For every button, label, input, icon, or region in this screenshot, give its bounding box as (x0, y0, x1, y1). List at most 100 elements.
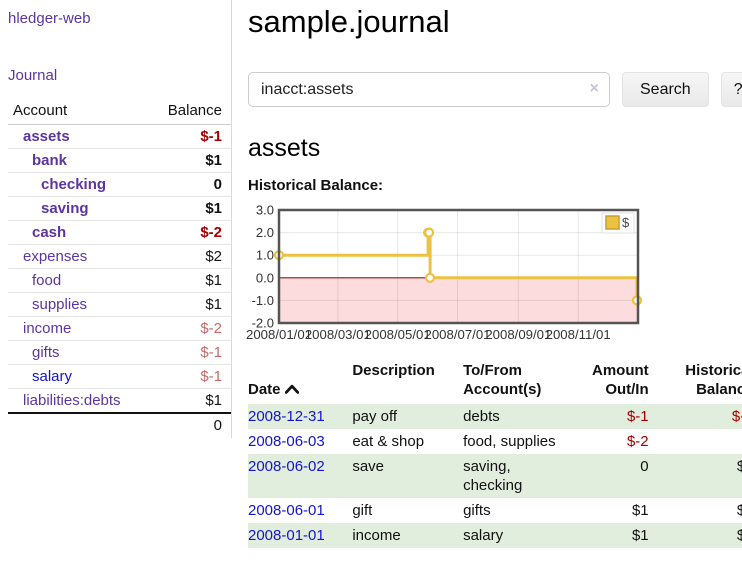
account-row: salary $-1 (8, 364, 231, 389)
y-tick-label: -1.0 (252, 293, 274, 308)
transactions-header-row: Date Description To/From Account(s) Amou… (248, 361, 742, 404)
transaction-amount: $-2 (626, 433, 649, 450)
column-header-date-label: Date (248, 381, 281, 398)
accounts-header-account: Account (8, 99, 147, 125)
account-balance: $1 (146, 196, 231, 221)
account-balance: $1 (146, 388, 231, 414)
account-name-cell: supplies (8, 292, 147, 317)
search-input-wrap: × (248, 72, 610, 107)
account-row: expenses $2 (8, 244, 231, 269)
column-header-date[interactable]: Date (248, 361, 352, 404)
account-row: cash $-2 (8, 220, 231, 245)
transaction-description: income (352, 523, 464, 548)
accounts-header-balance: Balance (146, 99, 231, 125)
account-row: liabilities:debts $1 (8, 388, 231, 414)
search-button[interactable]: Search (622, 72, 709, 107)
column-header-tofrom: To/From Account(s) (463, 362, 542, 398)
account-link[interactable]: checking (41, 176, 107, 193)
account-balance: 0 (146, 172, 231, 197)
search-input[interactable] (248, 72, 610, 107)
account-link[interactable]: assets (23, 128, 70, 145)
data-point (424, 272, 436, 283)
account-row: income $-2 (8, 316, 231, 341)
account-balance: $-1 (146, 124, 231, 149)
transaction-amount: 0 (570, 454, 657, 498)
transaction-date-cell: 2008-06-01 (248, 498, 352, 523)
account-name-cell: liabilities:debts (8, 388, 147, 414)
legend-swatch (605, 215, 620, 230)
transaction-accounts: gifts (463, 502, 491, 519)
transaction-amount: $1 (631, 502, 649, 519)
account-name-cell: expenses (8, 244, 147, 269)
account-name-cell: salary (8, 364, 147, 389)
accounts-total-row: 0 (8, 412, 231, 437)
account-name-cell: checking (8, 172, 147, 197)
account-name-cell: bank (8, 148, 147, 173)
account-link[interactable]: liabilities:debts (23, 392, 121, 409)
y-tick-label: 2.0 (256, 225, 274, 240)
account-name-cell: gifts (8, 340, 147, 365)
transaction-date-link[interactable]: 2008-06-02 (248, 458, 325, 475)
sidebar-item-journal[interactable]: Journal (8, 67, 58, 84)
transaction-date-link[interactable]: 2008-12-31 (248, 408, 325, 425)
account-link[interactable]: gifts (32, 344, 60, 361)
transaction-description: pay off (352, 404, 464, 429)
page-title: sample.journal (248, 4, 450, 39)
brand-link[interactable]: hledger-web (8, 10, 91, 27)
transaction-date-cell: 2008-06-03 (248, 429, 352, 454)
x-tick-label: 2008/11/01 (546, 327, 611, 342)
transaction-balance: $2 (736, 502, 742, 519)
transaction-date-link[interactable]: 2008-01-01 (248, 527, 325, 544)
transaction-date-link[interactable]: 2008-06-01 (248, 502, 325, 519)
x-tick-label: 2008/03/01 (305, 327, 371, 342)
account-row: checking 0 (8, 172, 231, 197)
account-balance: $1 (146, 148, 231, 173)
account-balance: $-2 (146, 316, 231, 341)
sort-ascending-icon (284, 384, 299, 394)
account-link[interactable]: expenses (23, 248, 88, 265)
account-link[interactable]: income (23, 320, 72, 337)
transaction-balance: $-1 (656, 404, 742, 429)
help-button[interactable]: ? (720, 72, 742, 107)
accounts-table: Account Balance assets $-1 bank $1 checking 0… (8, 99, 231, 437)
column-header-amount: Amount Out/In (591, 362, 649, 398)
x-tick-label: 2008/01/01 (246, 327, 312, 342)
transaction-date-link[interactable]: 2008-06-03 (248, 433, 325, 450)
y-tick-label: 0.0 (256, 270, 274, 285)
transaction-amount: $-1 (570, 404, 657, 429)
transaction-description: eat & shop (352, 433, 425, 450)
account-link[interactable]: saving (41, 200, 89, 217)
accounts-total-spacer (8, 412, 147, 437)
account-name-cell: food (8, 268, 147, 293)
transaction-amount: $1 (570, 523, 657, 548)
account-row: saving $1 (8, 196, 231, 221)
y-tick-label: 3.0 (256, 203, 274, 218)
account-link[interactable]: salary (32, 368, 73, 385)
y-tick-label: -2.0 (252, 316, 274, 331)
account-balance: $-2 (146, 220, 231, 245)
account-balance: $1 (146, 268, 231, 293)
account-row: supplies $1 (8, 292, 231, 317)
x-tick-label: 2008/07/01 (425, 327, 491, 342)
data-point (423, 227, 435, 238)
transaction-date-cell: 2008-01-01 (248, 523, 353, 548)
clear-search-icon[interactable]: × (589, 80, 599, 97)
transaction-description: gift (352, 502, 373, 519)
column-header-description: Description (352, 362, 435, 379)
accounts-total-value: 0 (146, 412, 231, 437)
column-header-historical-balance: Historical Balance (685, 362, 742, 398)
legend-label: $ (622, 215, 630, 230)
account-link[interactable]: cash (32, 224, 67, 241)
account-link[interactable]: food (32, 272, 62, 289)
account-name-cell: income (8, 316, 147, 341)
account-link[interactable]: supplies (32, 296, 88, 313)
sidebar: hledger-web Journal Account Balance asse… (0, 0, 232, 438)
x-tick-label: 2008/09/01 (485, 327, 551, 342)
plot-border (277, 208, 640, 325)
account-link[interactable]: bank (32, 152, 68, 169)
main-content: sample.journal × Search ? assets Histori… (232, 0, 742, 548)
account-balance: $-1 (146, 364, 231, 389)
